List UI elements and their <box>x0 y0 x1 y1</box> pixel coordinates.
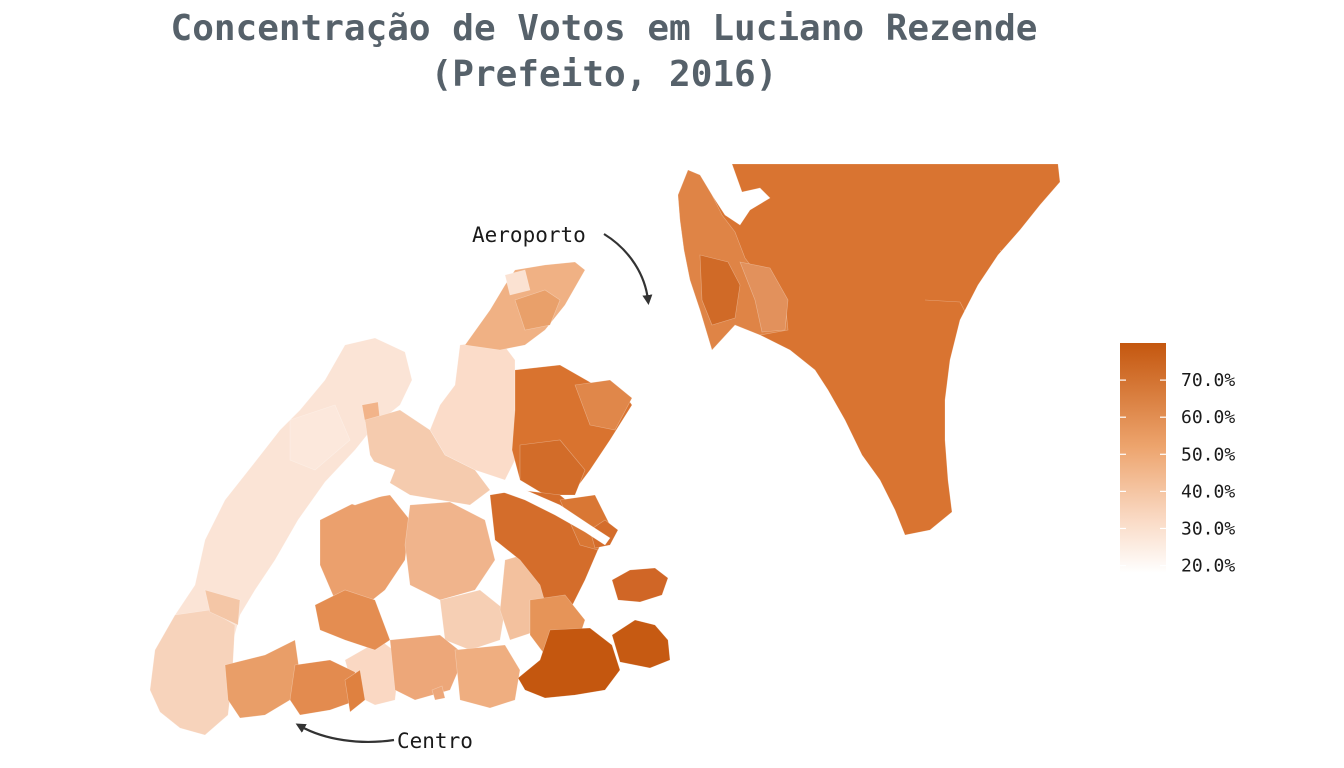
district-mid-4 <box>439 589 506 651</box>
center-label: Centro <box>397 729 473 753</box>
airport-pier-1 <box>999 249 1031 276</box>
legend-tick-label-0: 70.0% <box>1181 370 1235 391</box>
map-region-south <box>149 261 671 736</box>
district-east-peninsula <box>589 519 619 549</box>
district-island-east <box>611 567 669 603</box>
district-southeast-dark-2 <box>611 619 671 669</box>
legend-tick-label-3: 40.0% <box>1181 481 1235 502</box>
district-north-finger-2 <box>514 289 561 331</box>
legend-tick-label-4: 30.0% <box>1181 518 1235 539</box>
legend-tick-label-5: 20.0% <box>1181 556 1235 577</box>
district-east-2 <box>574 379 633 431</box>
district-small-island <box>431 685 446 701</box>
airport-arrow <box>603 233 653 305</box>
district-sw-1 <box>224 639 301 719</box>
district-mid-3 <box>314 589 391 651</box>
legend-colorbar <box>1120 343 1166 573</box>
annotation-airport: Aeroporto <box>472 223 653 305</box>
chart-title-line-1: Concentração de Votos em Luciano Rezende <box>170 8 1038 49</box>
district-north-west-3 <box>699 254 741 326</box>
district-mid-6 <box>454 644 521 709</box>
district-north-finger-3 <box>504 269 531 296</box>
district-mid-2 <box>404 501 496 601</box>
district-sw-2 <box>289 659 359 716</box>
bay-center <box>339 459 396 506</box>
legend-tick-label-1: 60.0% <box>1181 407 1235 428</box>
district-sw-3 <box>344 669 366 713</box>
district-east-3 <box>519 439 586 496</box>
legend-tick-label-2: 50.0% <box>1181 444 1235 465</box>
port-pier-2 <box>854 489 881 526</box>
district-mid-1 <box>319 494 411 611</box>
legend-ticks: 70.0% 60.0% 50.0% 40.0% 30.0% 20.0% <box>1120 370 1235 577</box>
airport-label: Aeroporto <box>472 223 586 247</box>
district-west-4 <box>289 404 351 471</box>
port-pier-1 <box>897 514 966 576</box>
annotation-center: Centro <box>295 723 473 753</box>
legend: 70.0% 60.0% 50.0% 40.0% 30.0% 20.0% <box>1120 343 1235 577</box>
center-arrow <box>295 723 395 743</box>
district-west-2 <box>149 609 236 736</box>
district-southeast-dark <box>517 627 621 699</box>
chart-title-line-2: (Prefeito, 2016) <box>430 54 778 95</box>
district-north-west-2 <box>739 261 789 333</box>
airport-pier-2 <box>924 299 973 326</box>
chart-title: Concentração de Votos em Luciano Rezende… <box>0 6 1208 98</box>
district-mid-5 <box>389 634 466 701</box>
channel-river <box>496 479 611 546</box>
district-airport <box>677 163 1061 536</box>
map-region-north <box>677 163 1061 576</box>
district-west-3 <box>204 589 241 626</box>
